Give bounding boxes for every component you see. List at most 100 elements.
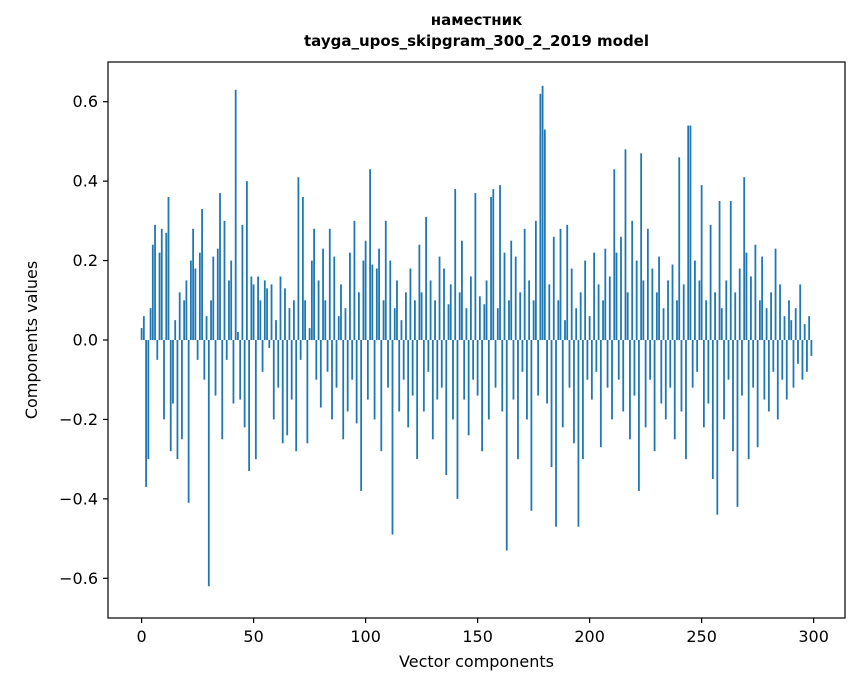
bar: [398, 340, 401, 412]
bar: [163, 340, 165, 420]
bar: [279, 276, 282, 340]
bar: [711, 340, 714, 479]
bar: [685, 340, 687, 460]
bar: [779, 284, 781, 340]
bar: [322, 248, 324, 340]
bar: [772, 340, 775, 372]
bar: [456, 340, 459, 499]
bar: [682, 284, 685, 340]
bar: [575, 308, 578, 340]
bar: [660, 340, 663, 404]
bar: [160, 228, 163, 340]
bar: [239, 340, 242, 400]
bar: [555, 340, 557, 527]
bar: [380, 340, 383, 452]
bar: [573, 340, 575, 444]
bar: [763, 340, 766, 400]
bar: [602, 300, 604, 340]
bar: [310, 260, 313, 340]
bar: [270, 284, 273, 340]
y-tick-label: −0.2: [59, 410, 98, 429]
bar: [687, 125, 690, 340]
bar: [669, 340, 672, 388]
chart-title: наместник tayga_upos_skipgram_300_2_2019…: [108, 10, 845, 52]
bar: [389, 260, 392, 340]
bar: [521, 340, 524, 372]
bar: [414, 300, 416, 340]
bar: [277, 340, 280, 388]
bar: [586, 340, 589, 380]
bar: [418, 244, 421, 340]
bar: [539, 93, 542, 341]
bar: [503, 252, 506, 340]
bar: [494, 340, 497, 388]
bar: [718, 201, 721, 340]
y-tick-label: −0.4: [59, 489, 98, 508]
bar: [508, 300, 510, 340]
bar: [192, 228, 195, 340]
bar: [582, 340, 584, 460]
bar: [499, 185, 501, 340]
bar: [543, 129, 546, 340]
bar: [783, 316, 786, 340]
bar: [680, 340, 683, 412]
bar: [588, 316, 591, 340]
bar: [725, 280, 728, 340]
bar: [662, 308, 665, 340]
bar: [158, 252, 161, 340]
bar: [407, 340, 410, 428]
bar: [237, 332, 239, 340]
bar: [221, 340, 224, 440]
bar: [597, 284, 600, 340]
bar: [331, 340, 333, 420]
bar: [216, 248, 219, 340]
bar: [295, 340, 298, 452]
x-tick-label: 0: [137, 627, 147, 646]
bar: [698, 280, 701, 340]
bar: [402, 340, 405, 380]
bar: [590, 340, 593, 400]
bar: [615, 252, 618, 340]
bar: [326, 340, 329, 372]
bar: [595, 340, 598, 372]
bar: [557, 300, 560, 340]
bar: [552, 236, 555, 340]
bar: [470, 276, 472, 340]
bar: [564, 320, 566, 340]
bar: [301, 197, 304, 340]
bar: [425, 216, 427, 340]
bar: [176, 340, 179, 460]
bar: [154, 224, 156, 340]
bar: [803, 324, 806, 340]
bar: [463, 340, 466, 400]
bar: [700, 185, 703, 340]
bar: [257, 276, 259, 340]
bar: [797, 340, 799, 364]
bar: [248, 340, 251, 472]
bar: [801, 340, 804, 380]
y-tick-label: 0.2: [73, 251, 98, 270]
bar: [702, 340, 705, 428]
bar: [705, 300, 708, 340]
x-tick-label: 300: [798, 627, 829, 646]
bar: [745, 252, 748, 340]
bar: [806, 340, 808, 372]
bar: [788, 300, 790, 340]
bar: [649, 340, 651, 380]
bar: [167, 197, 170, 340]
bar: [723, 340, 725, 420]
bar: [427, 340, 430, 372]
bar: [732, 340, 734, 452]
bar: [340, 284, 342, 340]
bar: [505, 340, 508, 551]
bar: [716, 340, 719, 515]
bar: [214, 340, 217, 396]
bar: [378, 248, 380, 340]
bar: [776, 340, 779, 420]
bar: [642, 280, 645, 340]
bar: [458, 292, 461, 340]
bar: [436, 340, 439, 400]
bar: [472, 340, 475, 380]
bar: [174, 320, 177, 340]
